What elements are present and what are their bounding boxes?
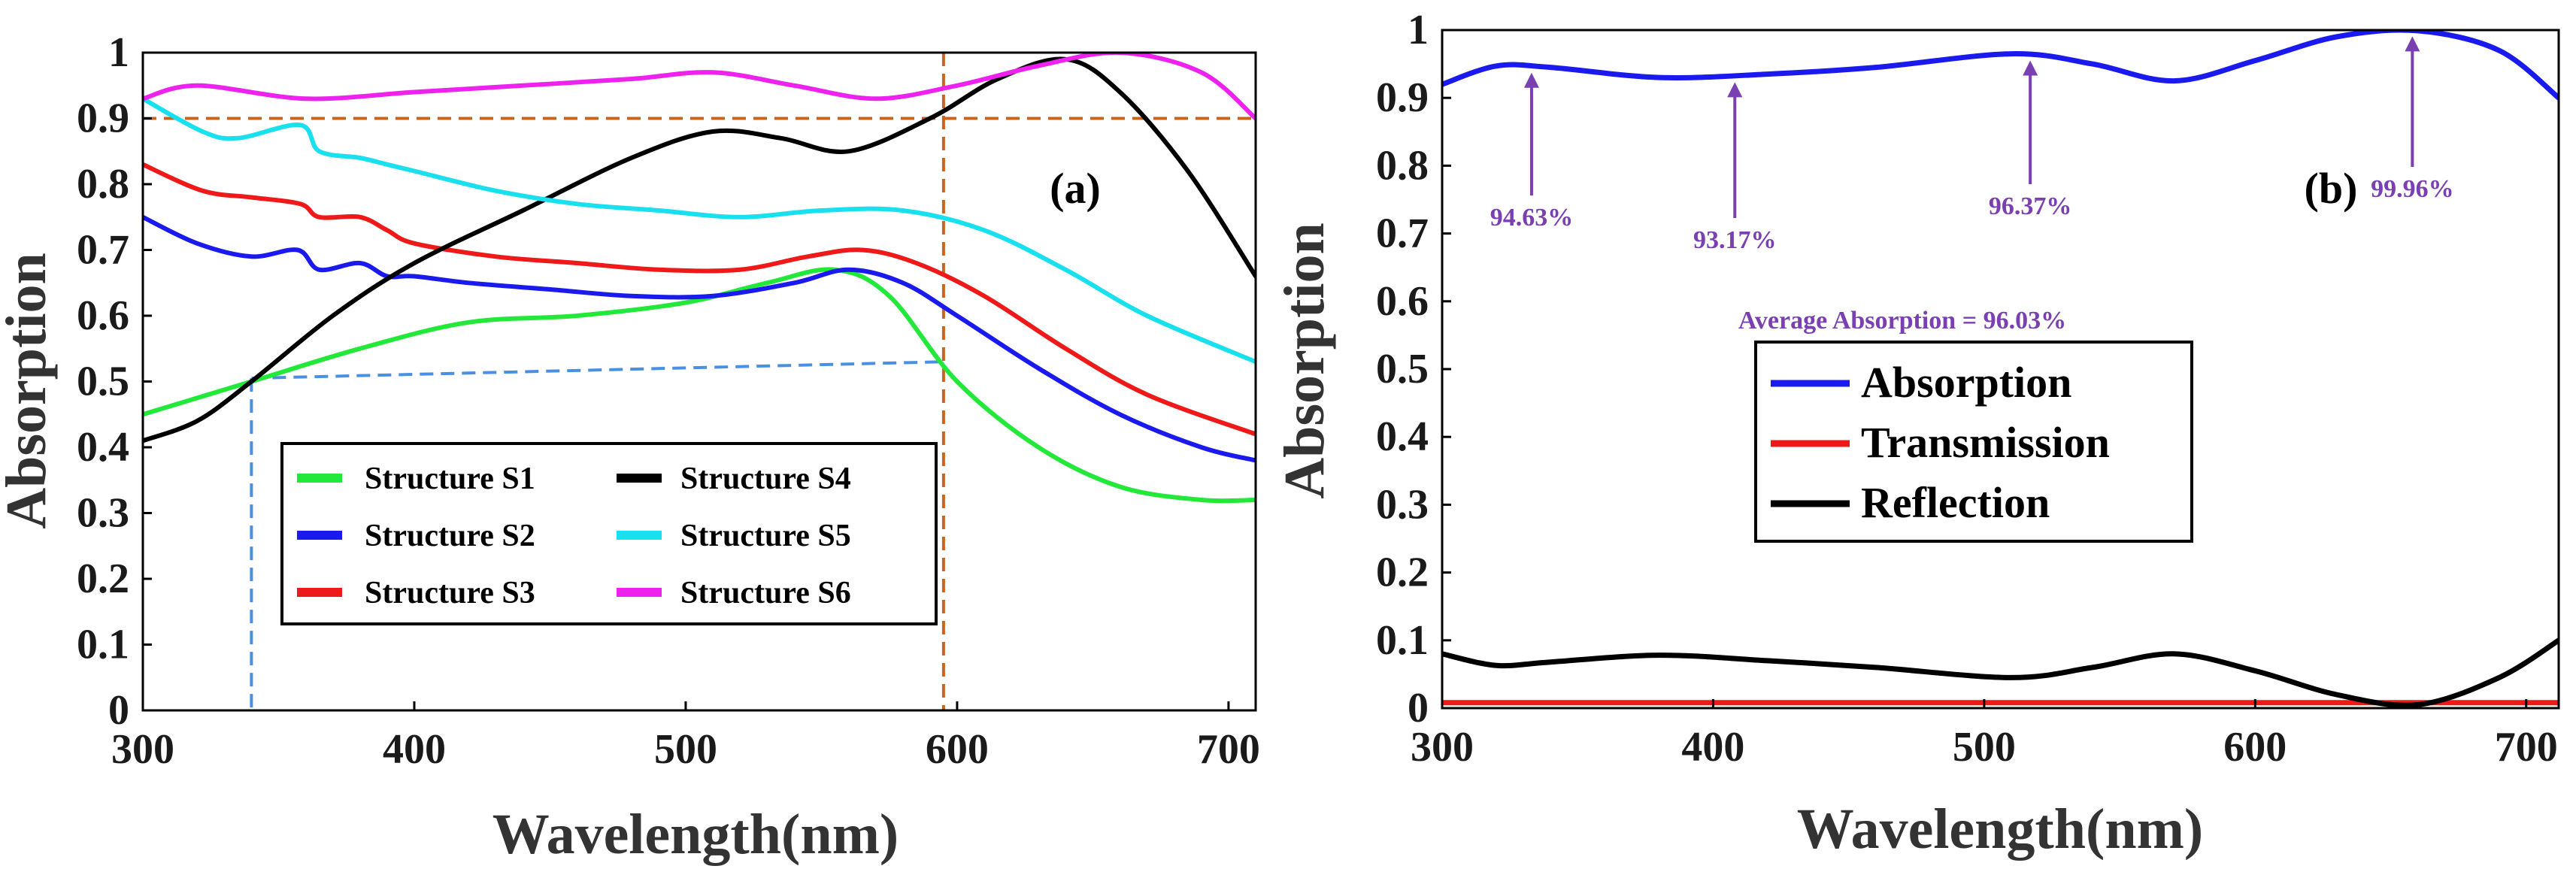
annotation-label: 99.96%: [2371, 175, 2454, 203]
annotation-arrow-head: [1523, 72, 1539, 88]
legend-label-s2: Structure S2: [365, 519, 535, 553]
y-tick-label: 0.3: [1376, 481, 1429, 528]
series-line-structure-s4: [143, 56, 1256, 444]
panel-a-legend: Structure S1 Structure S2 Structure S3 S…: [280, 442, 938, 625]
x-tick-label: 600: [2223, 724, 2287, 771]
annotation-label: 93.17%: [1693, 226, 1777, 254]
legend-label-s1: Structure S1: [365, 462, 535, 496]
reference-line-blue-horizontal: [251, 360, 944, 380]
legend-label-s3: Structure S3: [365, 576, 535, 610]
series-line-structure-s3: [143, 162, 1256, 437]
legend-label-reflection: Reflection: [1861, 478, 2050, 527]
panel-a-label: (a): [1050, 164, 1101, 213]
y-tick-label: 0.8: [77, 161, 129, 207]
panel-a: 0 0.1 0.2 0.3 0.4 0.5 0.6 0.7 0.8 0.9 1 300 400 500 6…: [0, 29, 1260, 866]
panel-b-y-ticks: 0 0.1 0.2 0.3 0.4 0.5 0.6 0.7 0.8 0.9 1: [1376, 7, 1451, 731]
panel-a-x-ticks: 300 400 500 600 700: [111, 701, 1260, 773]
series-line-absorption: [1442, 30, 2559, 101]
legend-label-s6: Structure S6: [680, 576, 851, 610]
y-tick-label: 0.2: [77, 556, 129, 602]
legend-label-transmission: Transmission: [1861, 418, 2110, 467]
x-tick-label: 700: [1197, 726, 1260, 773]
panel-b-legend-box: [1754, 341, 2193, 543]
panel-a-y-axis-label: Absorption: [0, 253, 58, 528]
annotation-arrow-head: [2405, 36, 2420, 52]
panel-b-x-axis-label: Wavelength(nm): [1797, 798, 2203, 861]
annotation-label: 94.63%: [1490, 204, 1574, 232]
panel-a-reference-lines: [143, 53, 1256, 710]
y-tick-label: 0: [108, 687, 129, 734]
x-tick-label: 500: [654, 726, 717, 773]
y-tick-label: 0.7: [1376, 210, 1429, 257]
y-tick-label: 0: [1408, 685, 1429, 731]
y-tick-label: 0.7: [77, 227, 129, 274]
panel-a-series: [143, 53, 1256, 504]
average-absorption-text: Average Absorption = 96.03%: [1738, 307, 2066, 335]
series-line-reflection: [1442, 637, 2559, 708]
x-tick-label: 500: [1953, 724, 2016, 771]
x-tick-label: 400: [383, 726, 446, 773]
y-tick-label: 0.3: [77, 490, 129, 537]
panel-b-annotations: 94.63% 93.17% 96.37% 99.96%: [1490, 36, 2454, 254]
y-tick-label: 1: [108, 29, 129, 76]
annotation-arrow-head: [1727, 82, 1743, 98]
panel-a-y-ticks: 0 0.1 0.2 0.3 0.4 0.5 0.6 0.7 0.8 0.9 1: [77, 29, 152, 734]
series-line-structure-s1: [143, 267, 1256, 504]
x-tick-label: 300: [111, 726, 174, 773]
y-tick-label: 0.4: [77, 424, 129, 471]
y-tick-label: 1: [1408, 7, 1429, 53]
y-tick-label: 0.6: [77, 292, 129, 339]
panel-b-series: [1442, 30, 2559, 708]
y-tick-label: 0.1: [1376, 617, 1429, 664]
y-tick-label: 0.9: [1376, 74, 1429, 121]
series-line-structure-s2: [143, 214, 1256, 463]
panel-b-legend: Absorption Transmission Reflection: [1754, 341, 2193, 543]
x-tick-label: 600: [926, 726, 989, 773]
y-tick-label: 0.4: [1376, 413, 1429, 460]
y-tick-label: 0.8: [1376, 142, 1429, 189]
series-line-structure-s6: [143, 53, 1256, 121]
legend-label-absorption: Absorption: [1861, 358, 2071, 407]
panel-a-x-axis-label: Wavelength(nm): [492, 803, 899, 866]
panel-b-x-ticks: 300 400 500 600 700: [1411, 699, 2558, 771]
y-tick-label: 0.9: [77, 95, 129, 142]
y-tick-label: 0.2: [1376, 550, 1429, 596]
legend-label-s4: Structure S4: [680, 462, 851, 496]
panel-b-y-axis-label: Absorption: [1273, 223, 1336, 498]
y-tick-label: 0.5: [77, 359, 129, 405]
x-tick-label: 300: [1411, 724, 1474, 771]
annotation-label: 96.37%: [1989, 192, 2072, 220]
y-tick-label: 0.1: [77, 622, 129, 668]
annotation-arrow-head: [2023, 60, 2038, 76]
panel-a-legend-box: [280, 442, 938, 625]
series-line-structure-s5: [143, 96, 1256, 365]
x-tick-label: 400: [1681, 724, 1744, 771]
y-tick-label: 0.6: [1376, 278, 1429, 325]
y-tick-label: 0.5: [1376, 346, 1429, 392]
x-tick-label: 700: [2495, 724, 2558, 771]
panel-b: 0 0.1 0.2 0.3 0.4 0.5 0.6 0.7 0.8 0.9 1 300 400 500 6…: [1273, 7, 2560, 861]
panel-b-label: (b): [2305, 164, 2358, 213]
legend-label-s5: Structure S5: [680, 519, 851, 553]
